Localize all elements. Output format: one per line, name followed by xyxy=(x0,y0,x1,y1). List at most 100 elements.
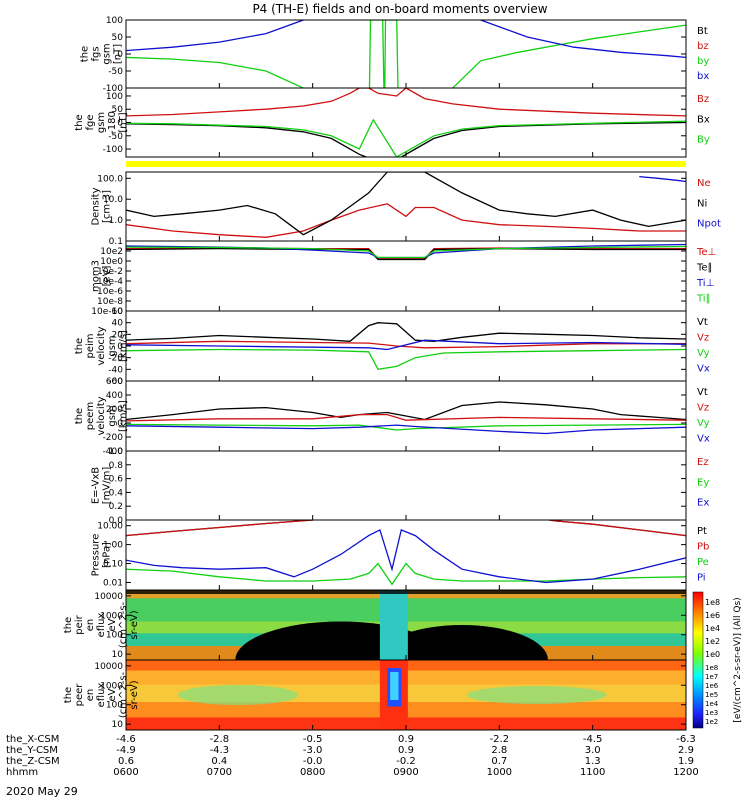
panel-frame xyxy=(125,19,687,89)
legend-entry: Vx xyxy=(697,434,710,445)
y-axis-label: E=-VxB xyxy=(91,467,102,504)
ephemeris-value: 2.9 xyxy=(678,745,694,756)
y-tick-label: 100 xyxy=(106,631,123,641)
ephemeris-value: 0.9 xyxy=(398,745,414,756)
y-axis-label: peir xyxy=(74,614,85,634)
y-axis-label: velocity xyxy=(96,326,107,365)
y-axis-label: peim xyxy=(85,333,96,358)
colorbar-label: [eV/(cm^2-s-sr-eV)] (All Qs) xyxy=(733,597,743,722)
y-tick-label: 0.0 xyxy=(109,516,124,526)
y-axis-label: eflux xyxy=(96,613,107,638)
y-tick-label: -50 xyxy=(108,67,123,77)
legend-entry: Te⊥ xyxy=(696,247,716,258)
series-density-blue xyxy=(639,175,686,183)
legend-entry: Ez xyxy=(697,457,709,468)
y-tick-label: 600 xyxy=(106,377,123,387)
y-axis-label: mom3 xyxy=(91,260,102,292)
y-axis-label: Pressure xyxy=(91,534,102,577)
y-axis-label: eV xyxy=(107,618,118,631)
y-tick-label: 10 xyxy=(112,650,124,660)
series-pressure-blue xyxy=(126,528,686,584)
legend-entry: by xyxy=(697,56,709,67)
series-density-black xyxy=(126,172,686,236)
colorbar-tick: 1e0 xyxy=(705,650,720,659)
ephemeris-value: -4.3 xyxy=(210,745,230,756)
y-tick-label: -60 xyxy=(108,377,123,387)
ephemeris-value: 0700 xyxy=(207,767,232,778)
legend-entry: Ey xyxy=(697,477,709,488)
y-axis-label: the xyxy=(63,687,74,703)
colorbar-tick: 1e4 xyxy=(705,624,720,633)
y-tick-label: 20 xyxy=(112,330,124,340)
y-axis-label: the xyxy=(80,46,91,62)
y-tick-label: 50 xyxy=(112,105,124,115)
panel-density: 100.0 10.0 1.0 0.1 Density [cm-3] Ne Ni Npot xyxy=(91,171,721,247)
panel-peir: 10000 1000 100 10 the peir en eflux eV (cm^2-s-sr… xyxy=(63,589,687,661)
y-tick-label: 10e-2 xyxy=(97,267,123,277)
colorbar-tick: 1e6 xyxy=(705,682,719,690)
y-tick-label: 100.0 xyxy=(97,174,123,184)
ephemeris-row-label: hhmm xyxy=(6,767,38,778)
ephemeris-value: -4.6 xyxy=(116,734,136,745)
y-tick-label: 1.00 xyxy=(103,541,123,551)
legend-entry: Npot xyxy=(697,219,721,230)
legend-entry: Ti∥ xyxy=(696,294,711,305)
y-axis-label: gsm xyxy=(102,43,113,64)
y-tick-label: 1.0 xyxy=(109,216,124,226)
y-tick-label: -100 xyxy=(103,145,124,155)
legend-entry: Vt xyxy=(697,387,708,398)
y-tick-label: 10e-8 xyxy=(97,297,123,307)
panel-frame xyxy=(125,171,687,242)
legend-entry: Bz xyxy=(697,94,709,105)
ephemeris-row-label: the_Y-CSM xyxy=(6,745,58,756)
legend-entry: Pe xyxy=(697,557,709,568)
y-axis-label: [eV] xyxy=(102,266,113,287)
y-tick-label: 10e2 xyxy=(100,247,123,257)
colorbar-tick: 1e2 xyxy=(705,718,718,726)
y-axis-label: [nT] xyxy=(113,44,124,64)
ephemeris-value: -0.2 xyxy=(396,756,416,767)
panel-efield: 1.0 0.8 0.6 0.4 0.2 0.0 E=-VxB [mV/m] Ez Ey Ex xyxy=(91,447,710,526)
y-tick-label: -50 xyxy=(108,132,123,142)
y-axis-label: gsm xyxy=(107,405,118,426)
legend-entry: Ti⊥ xyxy=(696,278,714,289)
series-pressure-red xyxy=(126,520,686,537)
y-tick-label: 10000 xyxy=(94,592,123,602)
y-axis-label: [km/s] xyxy=(118,330,129,362)
y-tick-label: 100 xyxy=(106,16,123,26)
date-label: 2020 May 29 xyxy=(6,785,78,798)
colorbar-tick: 1e4 xyxy=(705,700,719,708)
legend-entry: Ex xyxy=(697,498,709,509)
y-axis-label: Density xyxy=(91,187,102,225)
legend-entry: Pi xyxy=(697,573,706,584)
ephemeris-value: 1200 xyxy=(673,767,698,778)
y-axis-label: the xyxy=(74,338,85,354)
y-axis-label: en xyxy=(85,689,96,702)
y-tick-label: -400 xyxy=(103,447,124,457)
y-axis-label: peer xyxy=(74,683,85,707)
y-axis-label: fgs xyxy=(91,46,102,61)
series-peem-green xyxy=(126,423,686,431)
y-axis-label: (cm^2-s- xyxy=(118,671,129,718)
legend-entry: Vt xyxy=(697,317,708,328)
y-axis-label: peem xyxy=(85,402,96,430)
y-tick-label: 0 xyxy=(117,419,123,429)
y-tick-label: 0 xyxy=(117,119,123,129)
y-axis-label: [nT] xyxy=(118,112,129,132)
ephemeris-value: 0900 xyxy=(393,767,418,778)
y-axis-label: (cm^2-s- xyxy=(118,601,129,648)
y-axis-label: the xyxy=(74,408,85,424)
series-moms_t-green xyxy=(126,245,686,259)
ephemeris-value: 0.4 xyxy=(211,756,227,767)
y-axis-label: [km/s] xyxy=(118,400,129,432)
y-tick-label: 100 xyxy=(106,92,123,102)
ephemeris-value: 1.9 xyxy=(678,756,694,767)
ephemeris-value: 2.8 xyxy=(491,745,507,756)
legend-entry: Bt xyxy=(697,26,708,37)
y-tick-label: 400 xyxy=(106,391,123,401)
y-axis-label: gsm xyxy=(107,335,118,356)
series-peem-black xyxy=(126,401,686,421)
legend-entry: Pb xyxy=(697,542,709,553)
colorbar-tick: 1e8 xyxy=(705,598,720,607)
ephemeris-value: -4.5 xyxy=(583,734,603,745)
